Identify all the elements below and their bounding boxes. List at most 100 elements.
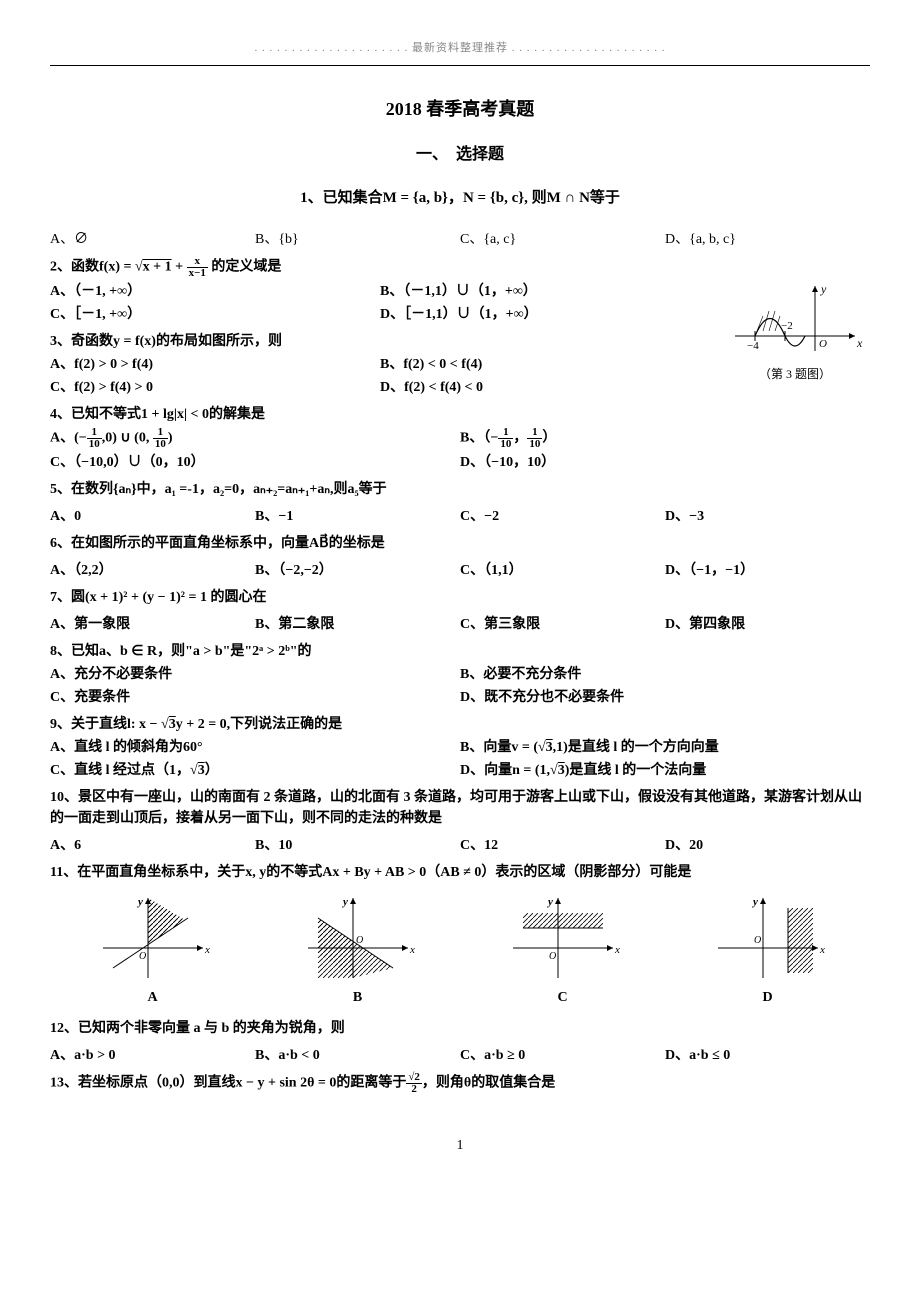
q9-stem: 9、关于直线l: x − √3y + 2 = 0,下列说法正确的是 [50,714,870,735]
q9-stem-post: y + 2 = 0,下列说法正确的是 [176,717,342,732]
q10-B: B、10 [255,835,460,856]
q13-frac: √22 [406,1072,422,1095]
q3-row1: A、f(2) > 0 > f(4) B、f(2) < 0 < f(4) [50,354,710,375]
dots-left: . . . . . . . . . . . . . . . . . . . . … [255,42,409,54]
q4-row1: A、(−110,0) ∪ (0, 110) B、（−110，110） [50,427,870,450]
q9-B-sqrt: 3 [546,740,553,755]
q4-B-pre: B、（− [460,431,498,446]
svg-text:O: O [819,338,827,350]
q11-label-C: C [503,987,623,1008]
q9-B-post: ,1)是直线 l 的一个方向向量 [553,740,719,755]
q3-C: C、f(2) > f(4) > 0 [50,377,380,398]
q3-A: A、f(2) > 0 > f(4) [50,354,380,375]
q6-B: B、（−2,−2） [255,560,460,581]
q2-C: C、［－1, +∞） [50,304,380,325]
q4-B: B、（−110，110） [460,427,870,450]
q5-C: C、−2 [460,506,665,527]
q7-options: A、第一象限 B、第二象限 C、第三象限 D、第四象限 [50,614,870,635]
section-heading: 一、 选择题 [50,143,870,167]
dots-right: . . . . . . . . . . . . . . . . . . . . … [512,42,666,54]
q4-A: A、(−110,0) ∪ (0, 110) [50,427,460,450]
q4-A-post: ) [168,431,173,446]
q12-D: D、a·b ≤ 0 [665,1045,870,1066]
q9-B-pre: B、向量v = ( [460,740,538,755]
q8-row2: C、充要条件 D、既不充分也不必要条件 [50,687,870,708]
q9-C-post: ） [205,763,219,778]
q1-B: B、{b} [255,229,460,250]
svg-text:x: x [856,336,863,350]
q2-stem-post: 的定义域是 [208,260,282,275]
q11-label-B: B [298,987,418,1008]
svg-text:O: O [549,951,556,962]
q5-stem: 5、在数列{aₙ}中，a₁ =-1，a₂=0，aₙ₊₂=aₙ₊₁+aₙ,则a₅等… [50,479,870,500]
q2-frac-den: x−1 [187,268,208,279]
q8-B: B、必要不充分条件 [460,664,870,685]
q9-C: C、直线 l 经过点（1，√3） [50,760,460,781]
q11-stem: 11、在平面直角坐标系中，关于x, y的不等式Ax + By + AB > 0（… [50,862,870,883]
q1-D: D、{a, b, c} [665,229,870,250]
q10-D: D、20 [665,835,870,856]
q10-stem: 10、景区中有一座山，山的南面有 2 条道路，山的北面有 3 条道路，均可用于游… [50,787,870,829]
header-dots: . . . . . . . . . . . . . . . . . . . . … [50,40,870,57]
q10-A: A、6 [50,835,255,856]
q3-row2: C、f(2) > f(4) > 0 D、f(2) < f(4) < 0 [50,377,710,398]
q9-B: B、向量v = (√3,1)是直线 l 的一个方向向量 [460,737,870,758]
q8-row1: A、充分不必要条件 B、必要不充分条件 [50,664,870,685]
q5-D: D、−3 [665,506,870,527]
q11-fig-D: x y O D [708,893,828,1008]
q4-A-mid: ,0) ∪ (0, [102,431,153,446]
q9-C-pre: C、直线 l 经过点（1， [50,763,190,778]
svg-text:x: x [614,944,620,956]
q9-D-post: )是直线 l 的一个法向量 [565,763,707,778]
q13-frac-den: 2 [406,1084,422,1095]
q7-stem: 7、圆(x + 1)² + (y − 1)² = 1 的圆心在 [50,587,870,608]
q4-stem: 4、已知不等式1 + lg|x| < 0的解集是 [50,404,870,425]
q8-C: C、充要条件 [50,687,460,708]
q7-D: D、第四象限 [665,614,870,635]
q7-C: C、第三象限 [460,614,665,635]
q13-stem-post: ，则角θ的取值集合是 [422,1076,555,1091]
q12-stem: 12、已知两个非零向量 a 与 b 的夹角为锐角，则 [50,1018,870,1039]
q9-stem-pre: 9、关于直线l: x − [50,717,161,732]
q11-fig-B: x y O B [298,893,418,1008]
header-rule [50,65,870,66]
q6-D: D、（−1，−1） [665,560,870,581]
q1-C: C、{a, c} [460,229,665,250]
svg-text:O: O [754,935,761,946]
q11-label-D: D [708,987,828,1008]
q3-caption: （第 3 题图） [720,365,870,383]
dots-text: 最新资料整理推荐 [412,42,508,54]
svg-text:y: y [751,896,758,908]
q9-sqrt: 3 [169,717,176,732]
q4-A-d1: 10 [87,439,102,450]
q10-options: A、6 B、10 C、12 D、20 [50,835,870,856]
q2-stem-pre: 2、函数f(x) = [50,260,135,275]
svg-text:−2: −2 [781,320,793,332]
q9-C-sqrt: 3 [198,763,205,778]
q6-C: C、（1,1） [460,560,665,581]
q4-A-pre: A、(− [50,431,87,446]
q12-B: B、a·b < 0 [255,1045,460,1066]
q2-stem: 2、函数f(x) = √x + 1 + xx−1 的定义域是 [50,256,870,279]
q2-frac: xx−1 [187,256,208,279]
q6-stem: 6、在如图所示的平面直角坐标系中，向量AB⃗的坐标是 [50,533,870,554]
q8-A: A、充分不必要条件 [50,664,460,685]
q11-figures: x y O A x y O B x [50,893,870,1008]
q12-A: A、a·b > 0 [50,1045,255,1066]
q9-D: D、向量n = (1,√3)是直线 l 的一个法向量 [460,760,870,781]
q4-B-d2: 10 [527,439,542,450]
q12-options: A、a·b > 0 B、a·b < 0 C、a·b ≥ 0 D、a·b ≤ 0 [50,1045,870,1066]
q9-row2: C、直线 l 经过点（1，√3） D、向量n = (1,√3)是直线 l 的一个… [50,760,870,781]
q7-B: B、第二象限 [255,614,460,635]
svg-text:x: x [409,944,415,956]
svg-text:x: x [819,944,825,956]
q4-B-d1: 10 [498,439,513,450]
q11-fig-A: x y O A [93,893,213,1008]
q13-stem: 13、若坐标原点（0,0）到直线x − y + sin 2θ = 0的距离等于√… [50,1072,870,1095]
svg-text:−4: −4 [747,340,759,352]
q3-figure: x y O −2 −4 （第 3 题图） [720,281,870,383]
q5-B: B、−1 [255,506,460,527]
q2-row1: A、（－1, +∞） B、（－1,1）∪（1，+∞） [50,281,710,302]
q11-label-A: A [93,987,213,1008]
q2-row2: C、［－1, +∞） D、［－1,1）∪（1，+∞） [50,304,710,325]
